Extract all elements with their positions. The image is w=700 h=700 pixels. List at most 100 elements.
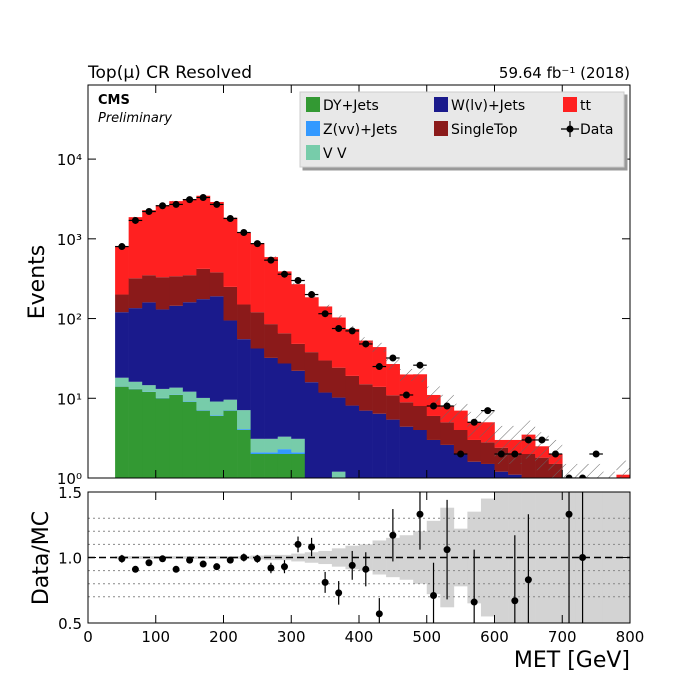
histogram-bar: [291, 454, 306, 478]
histogram-bar: [318, 486, 332, 502]
histogram-bar: [155, 277, 170, 310]
data-point: [443, 402, 451, 410]
histogram-bar: [304, 382, 319, 478]
histogram-bar: [196, 268, 211, 300]
histogram-bar: [562, 478, 576, 482]
histogram-bar: [250, 452, 265, 455]
data-point: [457, 450, 465, 458]
main-plot: [115, 193, 630, 534]
preliminary-label: Preliminary: [98, 111, 172, 126]
data-point: [348, 327, 356, 335]
ratio-y-axis-label: Data/MC: [29, 511, 54, 605]
ratio-point: [362, 565, 370, 573]
luminosity: 59.64 fb⁻¹ (2018): [499, 64, 630, 82]
histogram-bar: [400, 520, 414, 534]
x-tick-label: 400: [345, 628, 374, 646]
histogram-bar: [250, 348, 265, 439]
histogram-bar: [277, 333, 292, 364]
data-point: [186, 196, 194, 204]
ratio-point: [579, 554, 587, 561]
histogram-bar: [345, 405, 360, 478]
histogram-bar: [223, 320, 238, 400]
legend-label: Z(vv)+Jets: [323, 122, 397, 138]
histogram-bar: [413, 430, 428, 478]
y-tick-label: 10²: [57, 311, 82, 329]
ratio-frame: [87, 491, 631, 624]
data-point: [131, 216, 139, 224]
histogram-bar: [169, 276, 184, 306]
data-point: [253, 240, 261, 248]
ratio-point: [186, 556, 194, 564]
uncertainty-hatch: [508, 425, 522, 464]
histogram-bar: [440, 422, 455, 445]
histogram-bar: [318, 360, 333, 393]
legend-label: DY+Jets: [323, 98, 379, 114]
histogram-bar: [169, 394, 184, 478]
data-point: [294, 277, 302, 285]
uncertainty-hatch: [372, 342, 387, 352]
ratio-point: [226, 556, 234, 564]
histogram-bar: [576, 478, 590, 486]
uncertainty-hatch: [426, 386, 441, 407]
histogram-bar: [115, 377, 129, 387]
x-tick-label: 100: [141, 628, 170, 646]
histogram-bar: [589, 478, 603, 486]
y-tick-label: 10⁴: [57, 151, 82, 169]
ratio-point: [348, 561, 356, 569]
x-axis-label: MET [GeV]: [514, 648, 630, 673]
histogram-bar: [182, 198, 197, 276]
legend-swatch: [434, 121, 448, 136]
histogram-bar: [345, 328, 360, 376]
histogram-bar: [264, 454, 278, 478]
histogram-bar: [196, 397, 211, 411]
data-point: [226, 214, 234, 222]
ratio-point: [131, 565, 139, 573]
data-point: [430, 402, 438, 410]
histogram-bar: [426, 439, 441, 478]
histogram-bar: [305, 482, 319, 496]
data-point: [362, 340, 370, 348]
histogram-bar: [264, 257, 278, 325]
histogram-bar: [304, 297, 319, 353]
y-tick-label: 10¹: [57, 390, 82, 408]
histogram-bar: [304, 352, 319, 383]
ratio-point: [321, 578, 329, 586]
uncertainty-band: [209, 556, 224, 559]
ratio-point: [389, 531, 397, 539]
histogram-bar: [467, 439, 482, 462]
cms-label: CMS: [98, 93, 130, 108]
histogram-bar: [494, 471, 509, 478]
uncertainty-hatch: [399, 369, 414, 381]
histogram-bar: [223, 286, 238, 321]
histogram-bar: [169, 201, 184, 277]
legend-marker: [566, 125, 574, 133]
histogram-bar: [223, 217, 238, 287]
histogram-bar: [182, 391, 197, 402]
ratio-point: [524, 576, 532, 584]
legend-swatch: [306, 145, 320, 160]
uncertainty-band: [453, 528, 468, 587]
data-point: [213, 200, 221, 208]
histogram-bar: [453, 454, 468, 478]
uncertainty-band: [331, 548, 346, 567]
histogram-bar: [182, 302, 197, 392]
histogram-bar: [209, 415, 224, 478]
data-point: [280, 270, 288, 278]
histogram-bar: [128, 278, 143, 309]
histogram-bar: [182, 275, 197, 303]
histogram-bar: [426, 415, 441, 440]
uncertainty-hatch: [589, 463, 603, 478]
ratio-point: [443, 546, 451, 554]
ratio-point: [375, 610, 383, 618]
histogram-bar: [196, 299, 211, 398]
histogram-bar: [359, 384, 373, 411]
legend-label: W(lv)+Jets: [451, 98, 525, 114]
histogram-bar: [115, 312, 129, 378]
data-point: [335, 325, 343, 333]
histogram-bar: [305, 496, 319, 502]
data-point: [145, 208, 153, 216]
histogram-bar: [209, 272, 224, 297]
y-tick-label: 1.0: [58, 550, 82, 568]
histogram-bar: [331, 317, 346, 368]
uncertainty-hatch: [413, 367, 427, 383]
